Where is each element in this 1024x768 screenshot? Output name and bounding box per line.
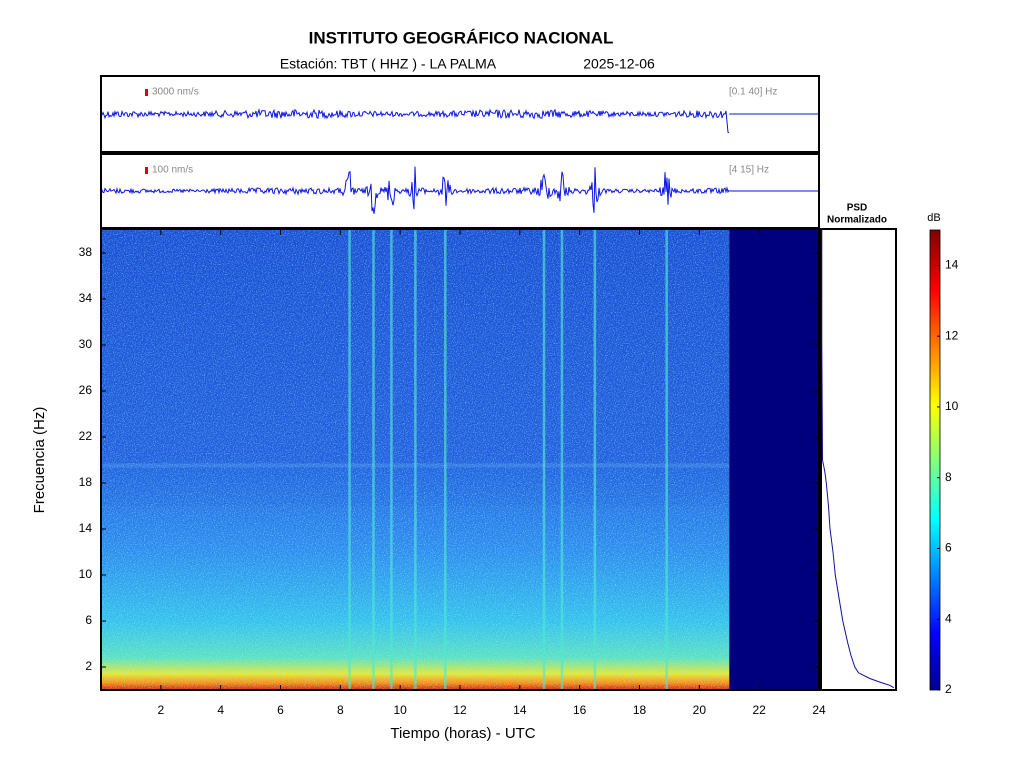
y-tick-label: 10: [79, 567, 93, 581]
x-tick-label: 18: [633, 703, 647, 717]
x-tick-label: 24: [812, 703, 826, 717]
trace-scale: 3000 nm/s: [152, 87, 199, 98]
x-tick-label: 10: [393, 703, 407, 717]
title: INSTITUTO GEOGRÁFICO NACIONAL: [309, 28, 614, 47]
date: 2025-12-06: [583, 56, 655, 72]
event-line: [560, 230, 564, 690]
event-line: [593, 230, 597, 690]
x-tick-label: 22: [752, 703, 766, 717]
no-data: [729, 230, 819, 690]
psd-title: Normalizado: [827, 215, 887, 226]
event-line: [665, 230, 668, 690]
event-line: [372, 230, 375, 690]
event-line: [390, 230, 393, 690]
waveform: [101, 166, 730, 214]
scale-bar: [145, 167, 148, 174]
y-tick-label: 34: [79, 291, 93, 305]
colorbar-tick-label: 2: [945, 682, 952, 696]
y-tick-label: 38: [79, 245, 93, 259]
y-tick-label: 14: [79, 521, 93, 535]
psd-title: PSD: [847, 203, 868, 214]
x-tick-label: 6: [277, 703, 284, 717]
colorbar-tick-label: 12: [945, 328, 959, 342]
x-tick-label: 4: [217, 703, 224, 717]
event-line: [444, 230, 447, 690]
y-tick-label: 26: [79, 383, 93, 397]
colorbar-tick-label: 6: [945, 541, 952, 555]
x-tick-label: 20: [693, 703, 707, 717]
y-tick-label: 2: [85, 659, 92, 673]
scale-bar: [145, 89, 148, 96]
event-line: [414, 230, 417, 690]
colorbar: [929, 229, 941, 691]
x-axis-label: Tiempo (horas) - UTC: [390, 725, 535, 742]
colorbar-tick-label: 10: [945, 399, 959, 413]
event-line: [348, 230, 351, 690]
y-tick-label: 18: [79, 475, 93, 489]
colorbar-tick-label: 4: [945, 611, 952, 625]
y-tick-label: 22: [79, 429, 93, 443]
y-tick-label: 6: [85, 613, 92, 627]
trace-band: [4 15] Hz: [729, 165, 769, 176]
colorbar-label: dB: [927, 212, 940, 224]
x-tick-label: 2: [157, 703, 164, 717]
y-tick-label: 30: [79, 337, 93, 351]
trace-band: [0.1 40] Hz: [729, 87, 777, 98]
trace-scale: 100 nm/s: [152, 165, 193, 176]
x-tick-label: 8: [337, 703, 344, 717]
x-tick-label: 12: [453, 703, 467, 717]
x-tick-label: 14: [513, 703, 527, 717]
waveform: [101, 108, 730, 134]
x-tick-label: 16: [573, 703, 587, 717]
colorbar-tick-label: 14: [945, 258, 959, 272]
station: Estación: TBT ( HHZ ) - LA PALMA: [280, 56, 497, 72]
psd-curve: [821, 230, 895, 689]
y-axis-label: Frecuencia (Hz): [31, 407, 48, 514]
event-line: [542, 230, 546, 690]
psd-panel: [820, 228, 897, 691]
colorbar-tick-label: 8: [945, 470, 952, 484]
